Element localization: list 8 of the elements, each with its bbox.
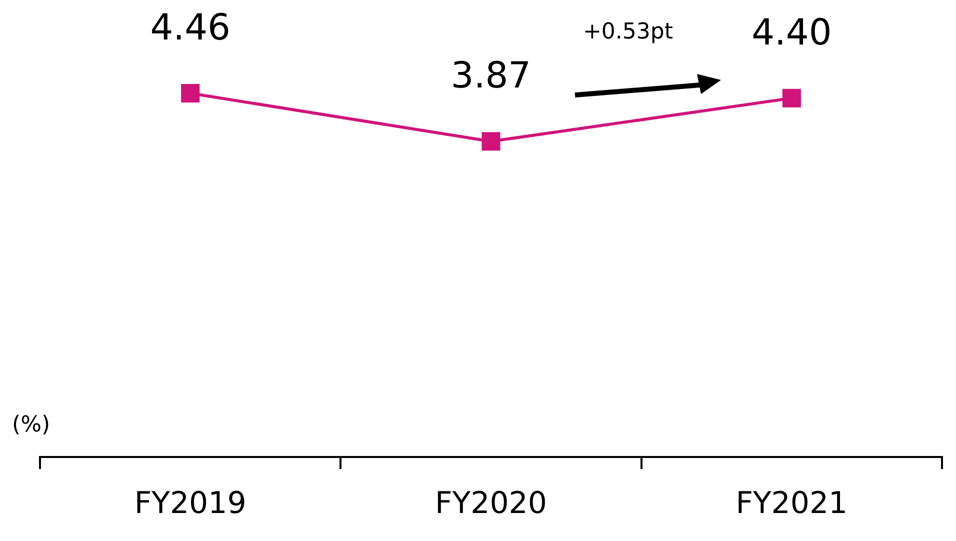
data-label: 4.46 — [150, 8, 230, 49]
x-tick-label: FY2020 — [435, 486, 547, 521]
data-label: 3.87 — [450, 56, 532, 97]
x-tick-label: FY2021 — [736, 486, 848, 521]
text: +0.53pt — [582, 20, 674, 45]
x-tick-label: FY2019 — [134, 486, 246, 521]
data-label: 4.40 — [752, 12, 832, 54]
y-axis-title: (%) — [12, 412, 50, 438]
